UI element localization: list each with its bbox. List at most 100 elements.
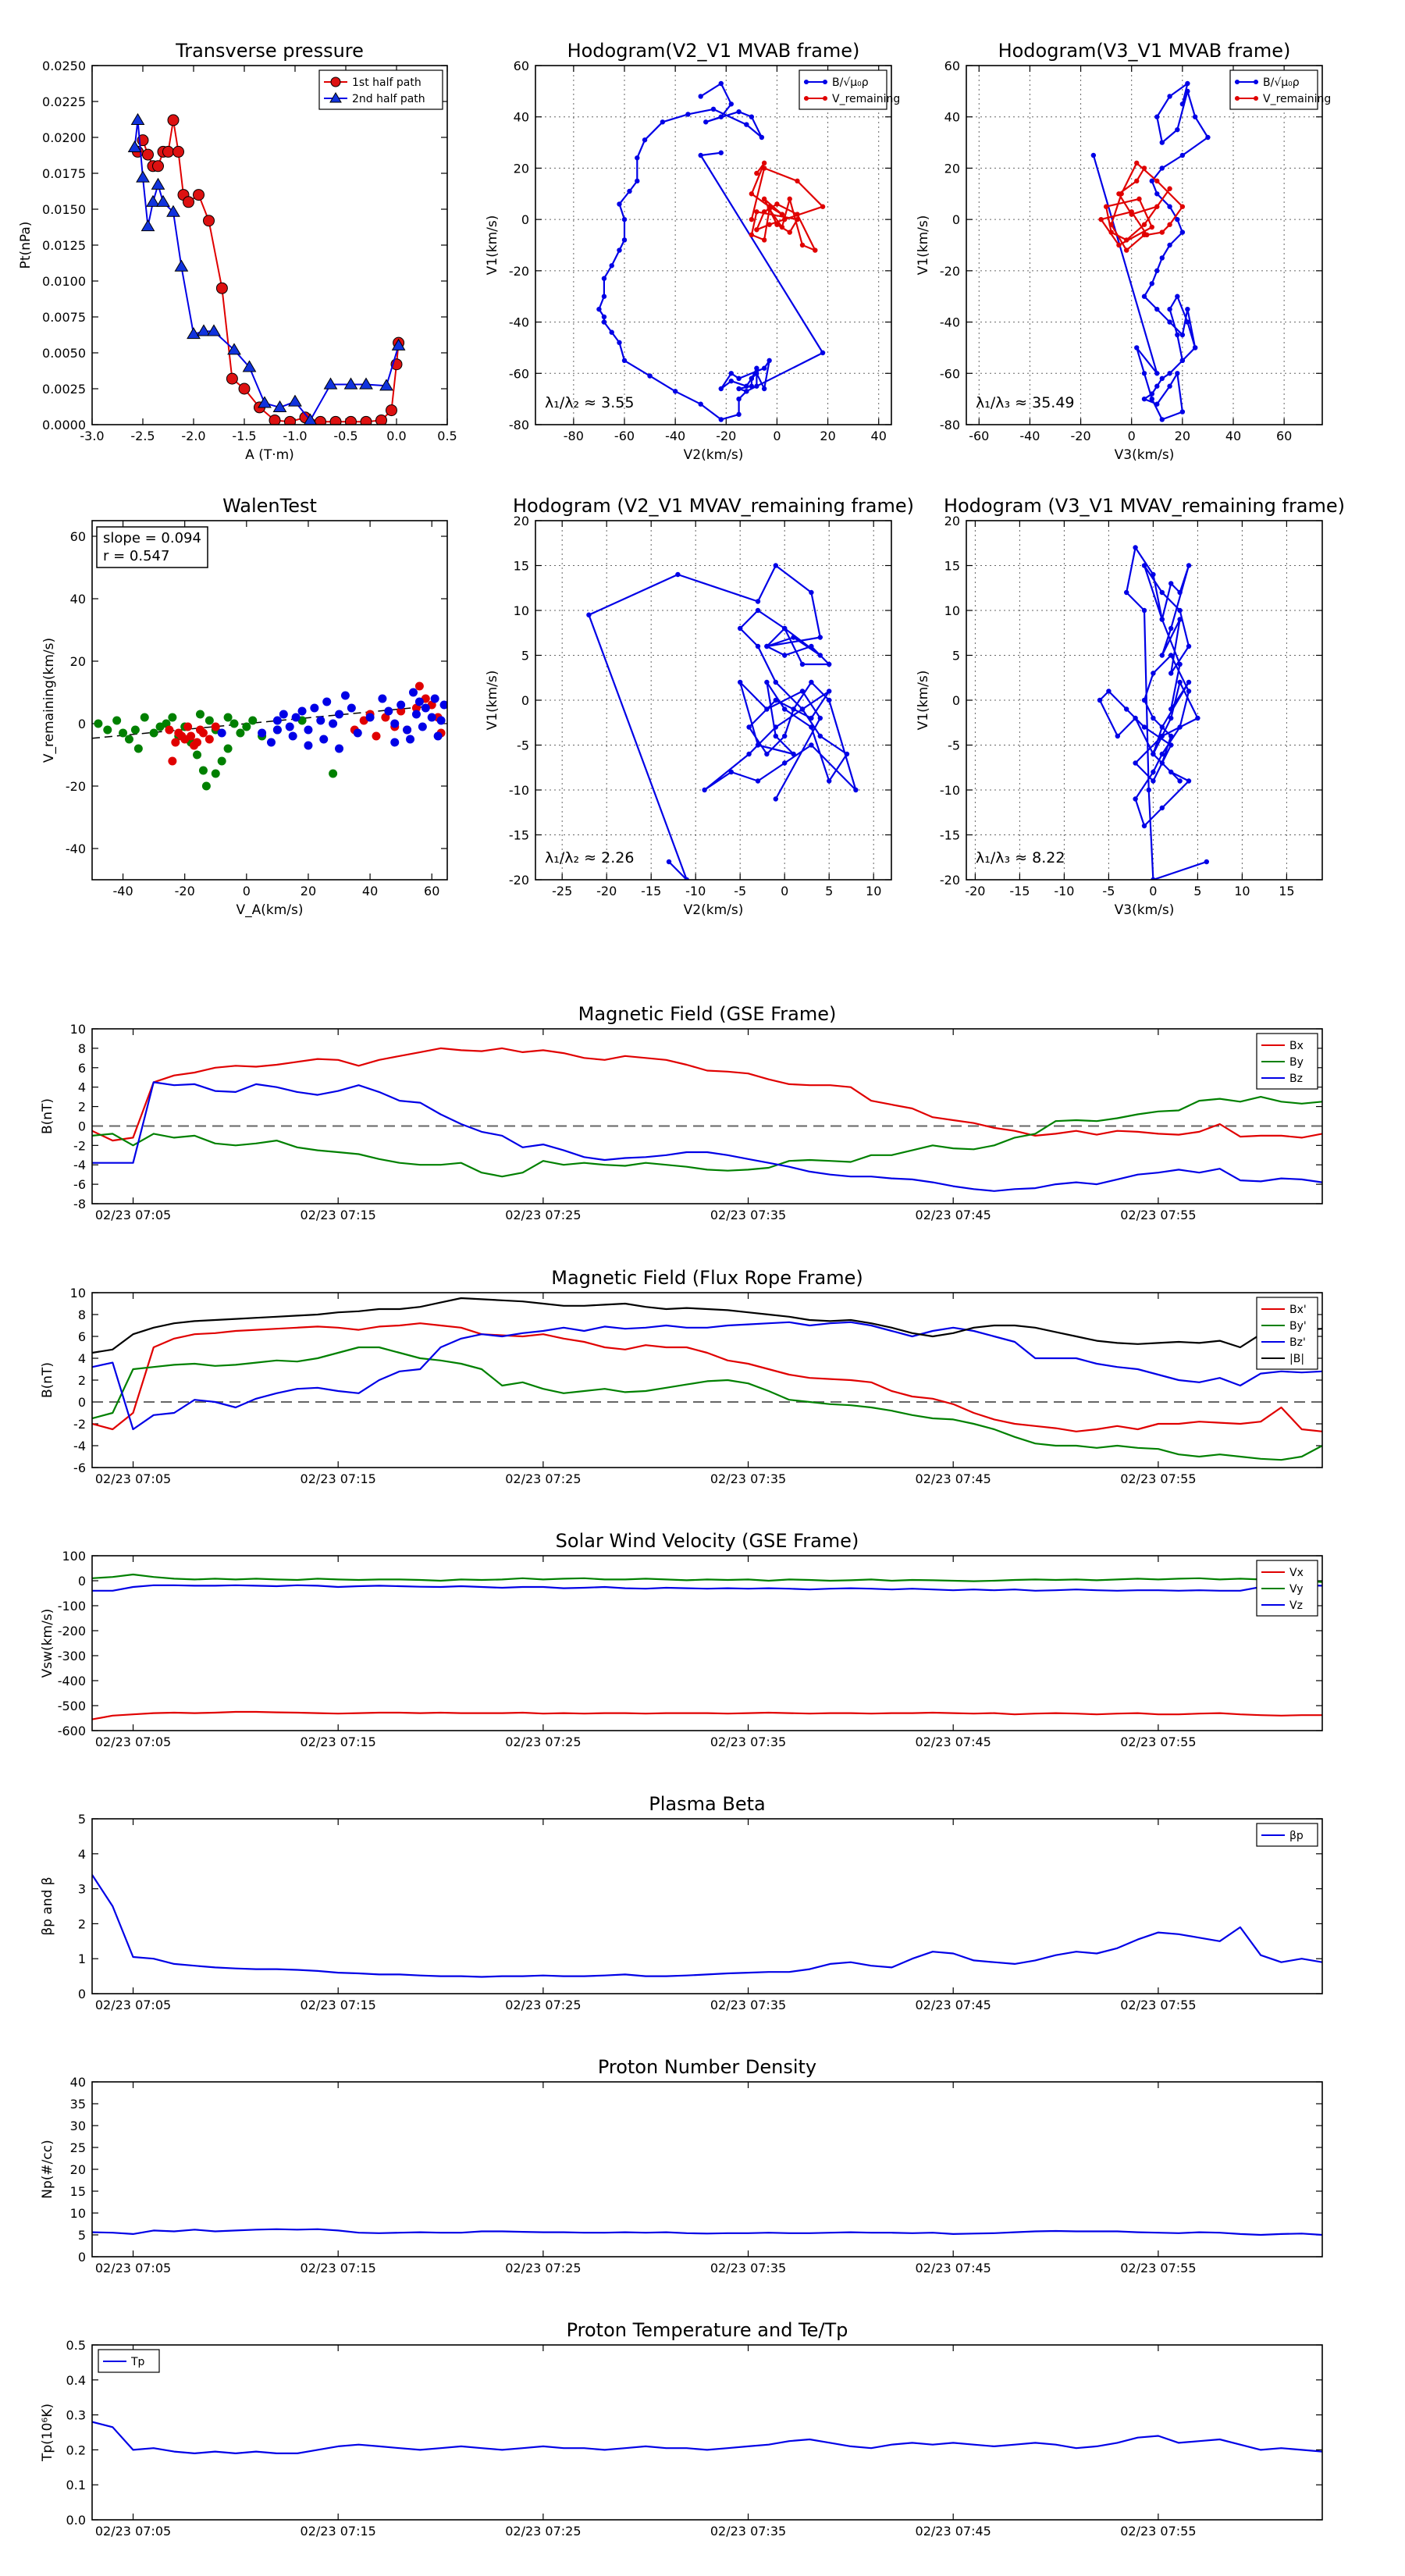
legend-label: Bz' — [1289, 1336, 1306, 1349]
data-point — [749, 216, 755, 222]
plot-frame — [91, 1292, 1323, 1468]
data-point — [761, 196, 767, 202]
y-tick-label: 0.4 — [66, 2373, 86, 2388]
data-point — [764, 706, 770, 712]
data-point — [698, 401, 703, 407]
x-tick-label: 02/23 07:55 — [1120, 1208, 1196, 1222]
data-point — [418, 722, 427, 731]
x-tick-label: 60 — [1276, 429, 1292, 443]
data-point — [193, 750, 202, 760]
data-point — [390, 738, 400, 747]
data-point — [242, 360, 257, 372]
fit-line — [92, 703, 447, 739]
data-point — [799, 661, 806, 667]
legend-label: Bx — [1289, 1040, 1304, 1052]
y-tick-label: 60 — [70, 529, 86, 544]
data-point — [761, 160, 767, 166]
x-tick-label: 02/23 07:15 — [301, 2261, 376, 2275]
legend-marker — [1254, 80, 1258, 84]
legend-label: Vz — [1289, 1599, 1303, 1612]
y-tick-label: 0.0025 — [42, 382, 86, 397]
data-point — [774, 201, 780, 207]
data-point — [217, 756, 226, 766]
y-tick-label: 10 — [944, 603, 960, 618]
data-point — [269, 414, 281, 425]
data-point — [288, 731, 297, 741]
legend-marker — [329, 92, 342, 103]
data-point — [378, 694, 387, 703]
x-tick-label: 02/23 07:45 — [916, 1471, 991, 1486]
data-point — [736, 411, 742, 418]
y-tick-label: 0.0100 — [42, 274, 86, 289]
y-tick-label: 20 — [70, 2162, 86, 2177]
data-point — [359, 377, 373, 390]
y-tick-label: 5 — [78, 1812, 86, 1827]
data-point — [166, 205, 180, 217]
data-point — [103, 725, 112, 735]
x-tick-label: 10 — [1234, 884, 1250, 898]
y-tick-label: -80 — [940, 418, 960, 432]
y-tick-label: 40 — [944, 110, 960, 125]
x-tick-label: 02/23 07:55 — [1120, 1735, 1196, 1749]
data-point — [779, 224, 785, 230]
data-point — [386, 404, 397, 417]
data-point — [1133, 545, 1138, 550]
y-tick-label: 15 — [514, 559, 529, 574]
data-point — [779, 212, 785, 217]
data-point — [1149, 391, 1154, 397]
data-point — [799, 706, 806, 712]
plot-frame — [91, 1818, 1323, 1994]
data-point — [258, 728, 267, 738]
data-point — [749, 383, 755, 389]
data-point — [754, 170, 759, 176]
data-point — [1154, 178, 1160, 184]
y-tick-label: 100 — [62, 1549, 86, 1564]
data-point — [1177, 661, 1183, 667]
y-tick-label: 25 — [70, 2140, 86, 2155]
data-point — [193, 189, 205, 201]
data-point — [1159, 653, 1165, 658]
data-point — [335, 744, 344, 753]
data-point — [795, 212, 800, 217]
data-point — [685, 112, 691, 117]
plot-area — [92, 1297, 1322, 1461]
y-tick-label: 8 — [78, 1308, 86, 1322]
data-point — [427, 713, 436, 722]
data-point — [642, 137, 648, 143]
legend-label: Vx — [1289, 1567, 1304, 1579]
x-axis-label: V3(km/s) — [1115, 447, 1175, 463]
data-point — [1141, 563, 1147, 568]
x-tick-label: 02/23 07:45 — [916, 2524, 991, 2539]
panel-mag_gse: Magnetic Field (GSE Frame) 02/23 07:05 02/… — [40, 1003, 1323, 1222]
panel-title: Proton Number Density — [598, 2056, 816, 2078]
data-point — [340, 691, 350, 700]
data-point — [1124, 589, 1129, 596]
x-tick-label: 60 — [424, 884, 439, 898]
data-point — [229, 719, 239, 728]
y-tick-label: 5 — [78, 2228, 86, 2243]
data-point — [773, 679, 778, 685]
x-tick-label: -20 — [1071, 429, 1091, 443]
y-tick-label: 0.0175 — [42, 166, 86, 181]
data-point — [827, 661, 832, 667]
data-point — [1186, 563, 1192, 568]
legend-box — [1229, 69, 1318, 110]
data-point — [675, 571, 681, 578]
data-point — [187, 327, 201, 340]
data-point — [1167, 371, 1172, 376]
data-point — [291, 713, 301, 722]
x-tick-label: 0 — [1149, 884, 1157, 898]
panel-title: Hodogram(V3_V1 MVAB frame) — [998, 40, 1291, 62]
x-tick-label: 02/23 07:15 — [301, 2524, 376, 2539]
plot-frame — [91, 1028, 1323, 1204]
y-tick-label: -60 — [940, 366, 960, 381]
y-tick-label: -20 — [940, 873, 960, 888]
x-tick-label: 20 — [301, 884, 316, 898]
y-tick-label: -2 — [73, 1417, 86, 1432]
x-tick-label: -10 — [685, 884, 706, 898]
data-point — [391, 338, 406, 350]
data-point — [1133, 760, 1138, 766]
legend-marker — [823, 80, 827, 84]
data-point — [279, 710, 288, 719]
data-point — [1159, 140, 1165, 145]
